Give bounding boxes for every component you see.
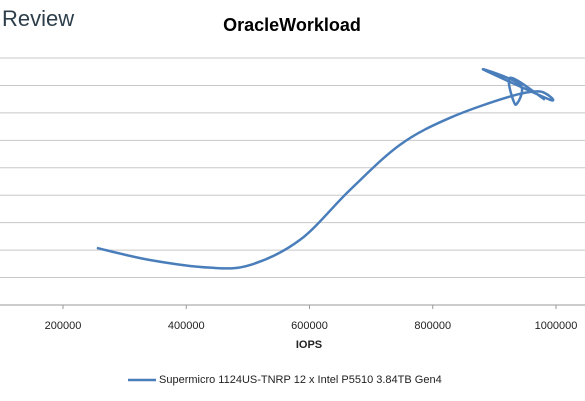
x-tick-label: 1000000	[535, 320, 578, 332]
legend-label: Supermicro 1124US-TNRP 12 x Intel P5510 …	[159, 374, 442, 386]
x-tick-label: 800000	[414, 320, 451, 332]
x-tick-label: 200000	[45, 320, 82, 332]
x-tick-label: 400000	[168, 320, 205, 332]
brand-logo: Review	[2, 6, 74, 31]
series-line	[96, 67, 555, 270]
x-axis-label: IOPS	[296, 339, 322, 351]
chart-title: OracleWorkload	[223, 15, 361, 35]
x-tick-label: 600000	[291, 320, 328, 332]
